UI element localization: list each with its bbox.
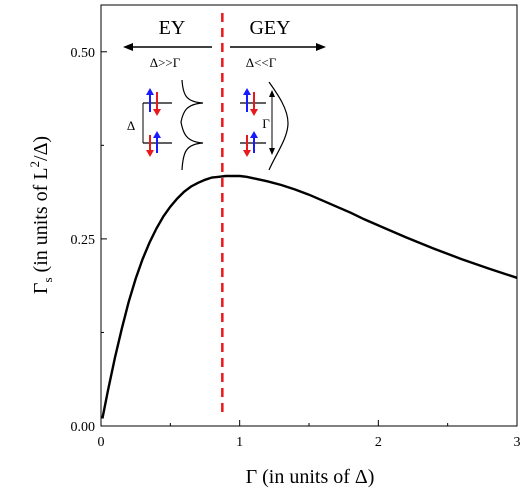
y-label-text: (in units of L (30, 167, 52, 277)
inset-gey-levels: Γ (240, 81, 289, 171)
x-tick-label: 2 (375, 435, 382, 450)
y-tick-label: 0.00 (71, 420, 96, 435)
x-tick-label: 3 (514, 435, 521, 450)
region-condition-ey: Δ>>Γ (150, 55, 181, 70)
spin-down-arrowhead-lower-gey (243, 150, 251, 157)
x-axis-label: Γ (in units of Δ) (246, 466, 375, 488)
sharp-peaks-curve (180, 79, 204, 171)
y-label-subscript: s (40, 277, 55, 282)
arrow-right-head (316, 43, 326, 51)
y-label-end: /Δ) (30, 136, 52, 161)
y-axis-ticks: 0.00 0.25 0.50 (71, 46, 107, 435)
broad-peak-curve (268, 81, 289, 171)
y-label-superscript: 2 (27, 161, 42, 168)
x-axis-ticks: 0 1 2 3 (98, 420, 521, 450)
width-bar-head-bottom (269, 148, 275, 155)
y-tick-label: 0.50 (71, 46, 96, 61)
arrow-left-head (123, 43, 133, 51)
region-annotations: EY GEY Δ>>Γ Δ<<Γ (123, 17, 326, 70)
y-label-gamma: Γ (30, 283, 52, 295)
y-axis-label: Γs (in units of L2/Δ) (27, 136, 55, 294)
region-label-gey: GEY (249, 17, 290, 39)
spin-up-arrowhead-upper (146, 88, 154, 95)
x-tick-label: 0 (98, 435, 105, 450)
width-bar-head-top (269, 90, 275, 97)
spin-up-arrowhead-lower-gey (250, 131, 258, 138)
region-condition-gey: Δ<<Γ (246, 55, 277, 70)
inset-ey-levels: Δ (127, 79, 204, 171)
y-tick-label: 0.25 (71, 233, 96, 248)
series-line (101, 174, 518, 419)
spin-up-arrowhead-upper-gey (243, 88, 251, 95)
spin-down-arrowhead-lower (146, 150, 154, 157)
region-label-ey: EY (159, 17, 186, 39)
x-tick-label: 1 (236, 435, 243, 450)
spin-up-arrowhead-lower (153, 131, 161, 138)
gap-label: Δ (127, 118, 135, 133)
spin-down-arrowhead-upper (153, 109, 161, 116)
spin-down-arrowhead-upper-gey (250, 109, 258, 116)
width-label: Γ (262, 116, 270, 131)
